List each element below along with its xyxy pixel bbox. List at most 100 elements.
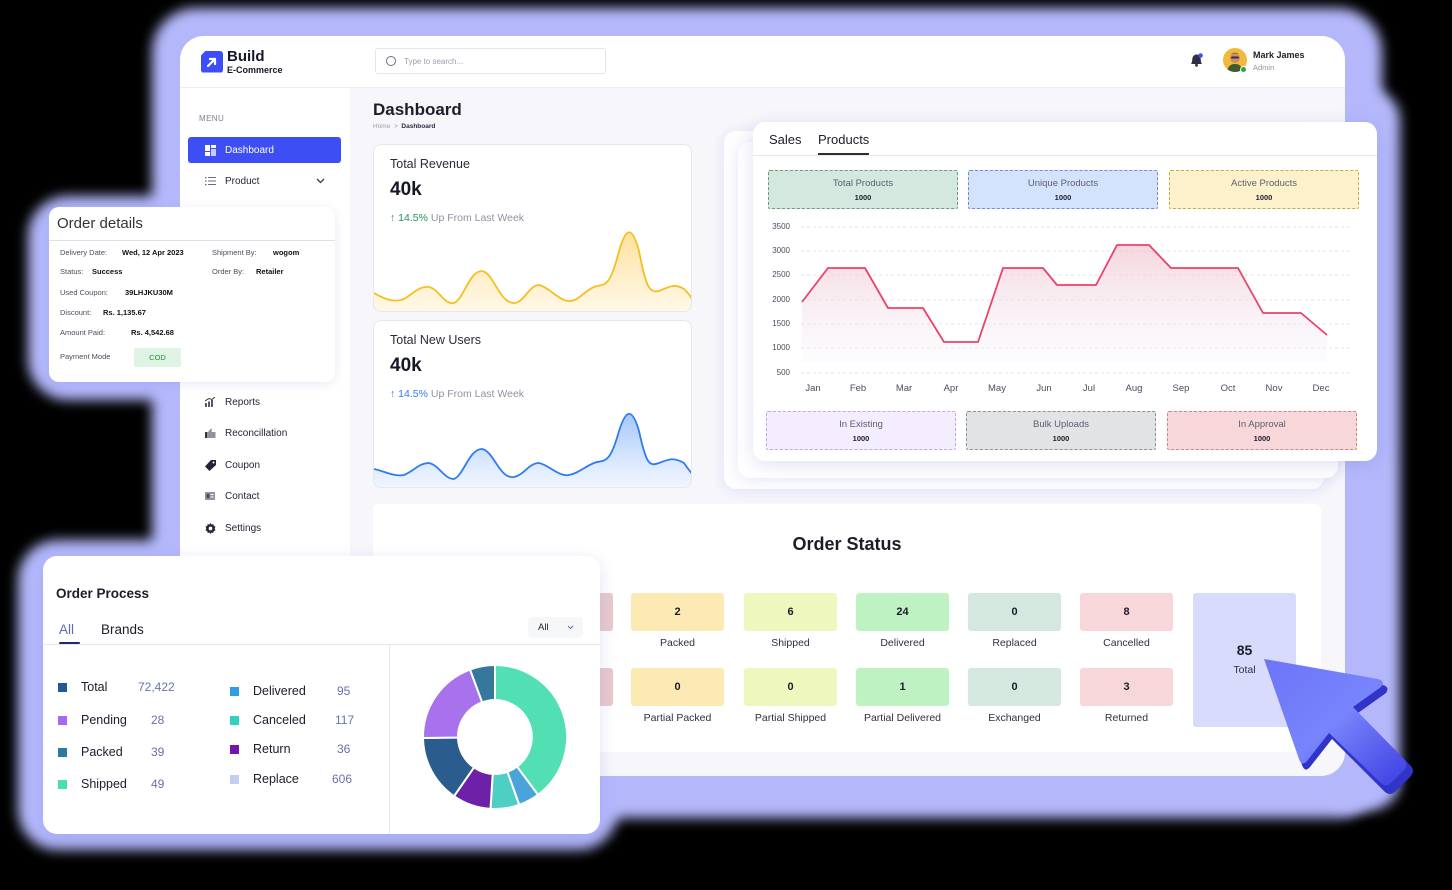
payment-mode-badge: COD: [134, 348, 181, 367]
sidebar-item-coupon[interactable]: Coupon: [188, 452, 341, 478]
filter-select[interactable]: All: [528, 617, 583, 638]
tab-brands[interactable]: Brands: [101, 622, 144, 637]
x-tick: Mar: [895, 383, 913, 394]
sidebar-item-label: Reconcillation: [225, 427, 288, 439]
y-tick: 3500: [772, 222, 790, 231]
y-tick: 500: [776, 368, 790, 377]
search-box[interactable]: [375, 48, 606, 74]
brand-subtitle: E-Commerce: [227, 64, 283, 75]
order-process-donut-chart: [421, 663, 569, 811]
online-status-dot: [1240, 66, 1247, 73]
status-exchanged-label: Exchanged: [988, 712, 1041, 724]
sidebar-item-product[interactable]: Product: [188, 168, 341, 194]
products-tabs: Sales Products: [753, 122, 1377, 156]
delivery-date-label: Delivery Date:: [60, 248, 108, 257]
user-name: Mark James: [1253, 50, 1305, 60]
status-returned-count[interactable]: 3: [1080, 668, 1173, 706]
bulk-uploads-box[interactable]: Bulk Uploads 1000: [966, 411, 1156, 450]
legend-return: Return: [230, 742, 291, 756]
legend-canceled: Canceled: [230, 713, 306, 727]
amount-paid-value: Rs. 4,542.68: [131, 328, 174, 337]
status-replaced-count[interactable]: 0: [968, 593, 1061, 631]
sidebar-item-label: Dashboard: [225, 144, 274, 156]
status-delivered-count[interactable]: 24: [856, 593, 949, 631]
sidebar-item-contact[interactable]: Contact: [188, 483, 341, 509]
status-total-label: Total: [1233, 664, 1256, 676]
discount-value: Rs. 1,135.67: [103, 308, 146, 317]
legend-total-value: 72,422: [138, 680, 175, 694]
active-tab-indicator: [59, 642, 80, 644]
up-arrow-icon: ↑: [390, 212, 396, 224]
chart-icon: [204, 396, 216, 408]
status-partial-delivered-count[interactable]: 1: [856, 668, 949, 706]
x-tick: Apr: [943, 383, 959, 394]
divider: [43, 644, 600, 645]
page-title: Dashboard: [373, 100, 462, 119]
card-value: 40k: [390, 355, 422, 376]
status-shipped-label: Shipped: [771, 637, 810, 649]
x-tick: Jul: [1082, 383, 1096, 394]
contact-card-icon: [204, 490, 216, 502]
user-role: Admin: [1253, 63, 1275, 72]
revenue-sparkline: [374, 231, 691, 311]
status-partial-shipped-count[interactable]: 0: [744, 668, 837, 706]
status-total-value: 85: [1236, 642, 1253, 658]
legend-replace: Replace: [230, 772, 299, 786]
chevron-down-icon: [316, 176, 325, 187]
breadcrumb-home[interactable]: Home: [373, 123, 391, 130]
status-partial-shipped-label: Partial Shipped: [754, 712, 827, 724]
tab-sales[interactable]: Sales: [769, 132, 802, 147]
logo-arrow-icon: [201, 50, 223, 73]
pointer-cursor-icon: [1264, 659, 1413, 794]
tab-all[interactable]: All: [59, 622, 75, 637]
order-process-card: Order Process All Brands All Total 72,42…: [43, 556, 600, 834]
y-tick: 2000: [772, 295, 790, 304]
sidebar-item-reports[interactable]: Reports: [188, 389, 341, 415]
x-tick: Dec: [1312, 383, 1330, 394]
y-tick: 1000: [772, 343, 790, 352]
status-total-box[interactable]: 85 Total: [1193, 593, 1296, 727]
total-revenue-card: Total Revenue 40k ↑ 14.5% Up From Last W…: [373, 144, 692, 312]
unique-products-box[interactable]: Unique Products 1000: [968, 170, 1158, 209]
legend-shipped-value: 49: [151, 777, 165, 791]
tab-products[interactable]: Products: [818, 132, 870, 155]
x-tick: Jan: [805, 383, 821, 394]
sidebar-item-label: Settings: [225, 522, 262, 534]
x-tick: Feb: [849, 383, 867, 394]
legend-delivered-value: 95: [337, 684, 351, 698]
status-shipped-count[interactable]: 6: [744, 593, 837, 631]
in-approval-box[interactable]: In Approval 1000: [1167, 411, 1357, 450]
breadcrumb-separator: >: [393, 123, 398, 130]
sidebar-item-settings[interactable]: Settings: [188, 515, 341, 541]
notification-bell-icon[interactable]: [1190, 53, 1203, 67]
order-process-title: Order Process: [56, 586, 150, 601]
active-products-box[interactable]: Active Products 1000: [1169, 170, 1359, 209]
search-icon: [386, 56, 396, 66]
status-returned-label: Returned: [1104, 712, 1149, 724]
menu-label: MENU: [199, 114, 225, 123]
status-cancelled-count[interactable]: 8: [1080, 593, 1173, 631]
status-replaced-label: Replaced: [992, 637, 1037, 649]
sidebar-item-dashboard[interactable]: Dashboard: [188, 137, 341, 163]
dashboard-icon: [204, 144, 216, 156]
order-by-value: Retailer: [256, 267, 284, 276]
status-label: Status:: [60, 267, 84, 276]
status-partial-delivered-label: Partial Delivered: [863, 712, 942, 724]
sidebar-item-reconcillation[interactable]: Reconcillation: [188, 420, 341, 446]
total-products-box[interactable]: Total Products 1000: [768, 170, 958, 209]
legend-canceled-value: 117: [335, 713, 355, 727]
gear-icon: [204, 522, 216, 534]
legend-packed: Packed: [58, 745, 123, 759]
status-delivered-label: Delivered: [880, 637, 925, 649]
in-existing-box[interactable]: In Existing 1000: [766, 411, 956, 450]
search-input[interactable]: [404, 56, 594, 66]
card-value: 40k: [390, 179, 422, 200]
legend-pending-value: 28: [151, 713, 165, 727]
status-packed-count[interactable]: 2: [631, 593, 724, 631]
status-partial-packed-count[interactable]: 0: [631, 668, 724, 706]
list-icon: [204, 175, 216, 187]
brand-logo[interactable]: Build E-Commerce: [180, 36, 350, 88]
card-title: Total New Users: [390, 333, 481, 347]
status-exchanged-count[interactable]: 0: [968, 668, 1061, 706]
products-panel: Sales Products Total Products 1000 Uniqu…: [753, 122, 1377, 461]
